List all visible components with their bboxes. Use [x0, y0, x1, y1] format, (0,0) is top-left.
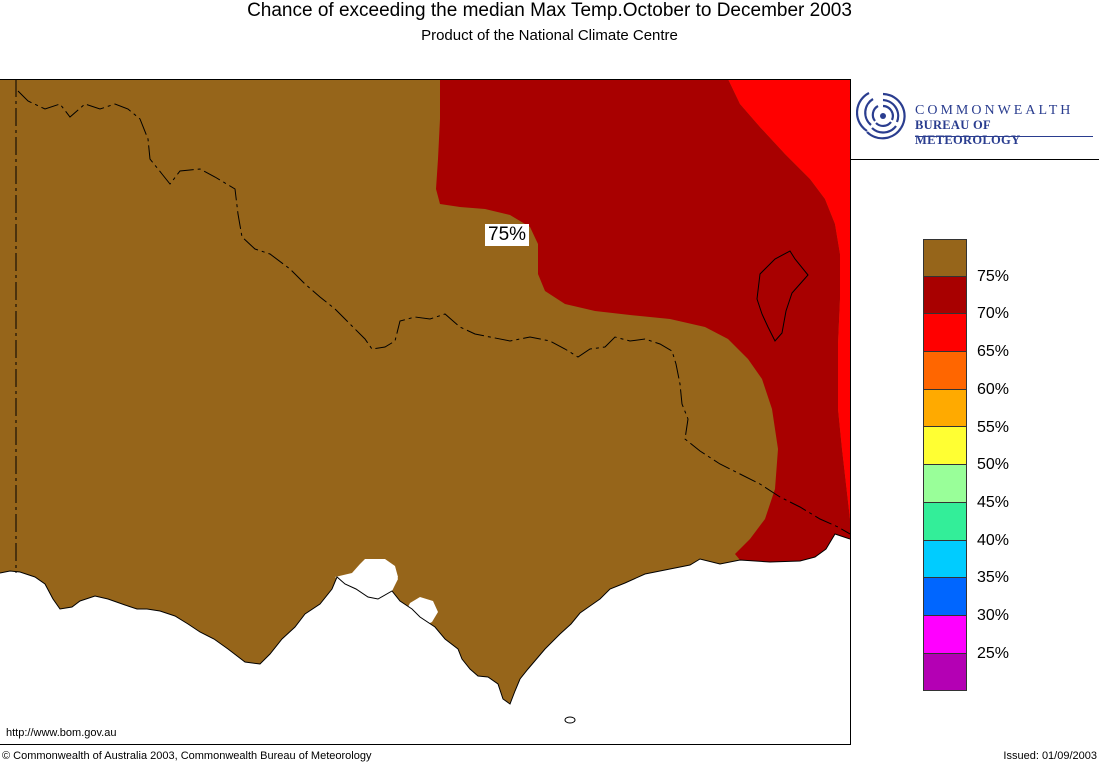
legend-swatch [923, 502, 967, 541]
bom-logo: COMMONWEALTH BUREAU OF METEOROLOGY [851, 79, 1099, 160]
western-port [398, 597, 438, 635]
legend-label: 75% [977, 267, 1010, 285]
legend-swatch [923, 615, 967, 654]
logo-text-bureau: BUREAU OF METEOROLOGY [915, 118, 1021, 147]
legend: 75% 70% 65% 60% 55% 50% 45% 40% 35% 30% 25% [923, 239, 1009, 692]
legend-label: 65% [977, 343, 1010, 361]
land-zone-65 [728, 79, 850, 519]
legend-swatch [923, 465, 967, 503]
legend-label: 45% [977, 493, 1010, 511]
legend-label: 40% [977, 531, 1010, 549]
legend-label: 35% [977, 569, 1010, 587]
state-border [17, 90, 850, 535]
map-title: Chance of exceeding the median Max Temp.… [247, 0, 852, 21]
legend-swatch [923, 276, 967, 315]
legend-swatch [923, 239, 967, 277]
legend-swatch [923, 427, 967, 466]
copyright-text: © Commonwealth of Australia 2003, Common… [2, 750, 372, 762]
legend-swatch [923, 389, 967, 428]
land-zone-70 [436, 79, 850, 562]
logo-divider [915, 136, 1093, 137]
zone-label-75: 75% [485, 224, 530, 246]
coastline [0, 533, 850, 705]
legend-swatch [923, 540, 967, 579]
side-panel: COMMONWEALTH BUREAU OF METEOROLOGY 75% 70… [850, 79, 1099, 745]
legend-label: 25% [977, 644, 1010, 662]
lake [756, 250, 809, 342]
map-frame [0, 79, 1099, 745]
legend-swatch [923, 314, 967, 353]
island [564, 716, 576, 724]
legend-label: 70% [977, 305, 1010, 323]
legend-label: 55% [977, 418, 1010, 436]
legend-swatch [923, 352, 967, 390]
legend-label: 60% [977, 380, 1010, 398]
legend-label: 30% [977, 607, 1010, 624]
logo-text-commonwealth: COMMONWEALTH [915, 103, 1074, 118]
website-url: http://www.bom.gov.au [6, 727, 117, 739]
port-phillip-bay [335, 559, 398, 599]
map-subtitle: Product of the National Climate Centre [421, 27, 678, 44]
victoria-map [0, 79, 850, 745]
legend-swatch [923, 653, 967, 692]
legend-label: 50% [977, 456, 1010, 474]
issued-date: Issued: 01/09/2003 [1003, 750, 1097, 762]
swirl-logo-icon [856, 92, 906, 140]
legend-swatch [923, 578, 967, 616]
